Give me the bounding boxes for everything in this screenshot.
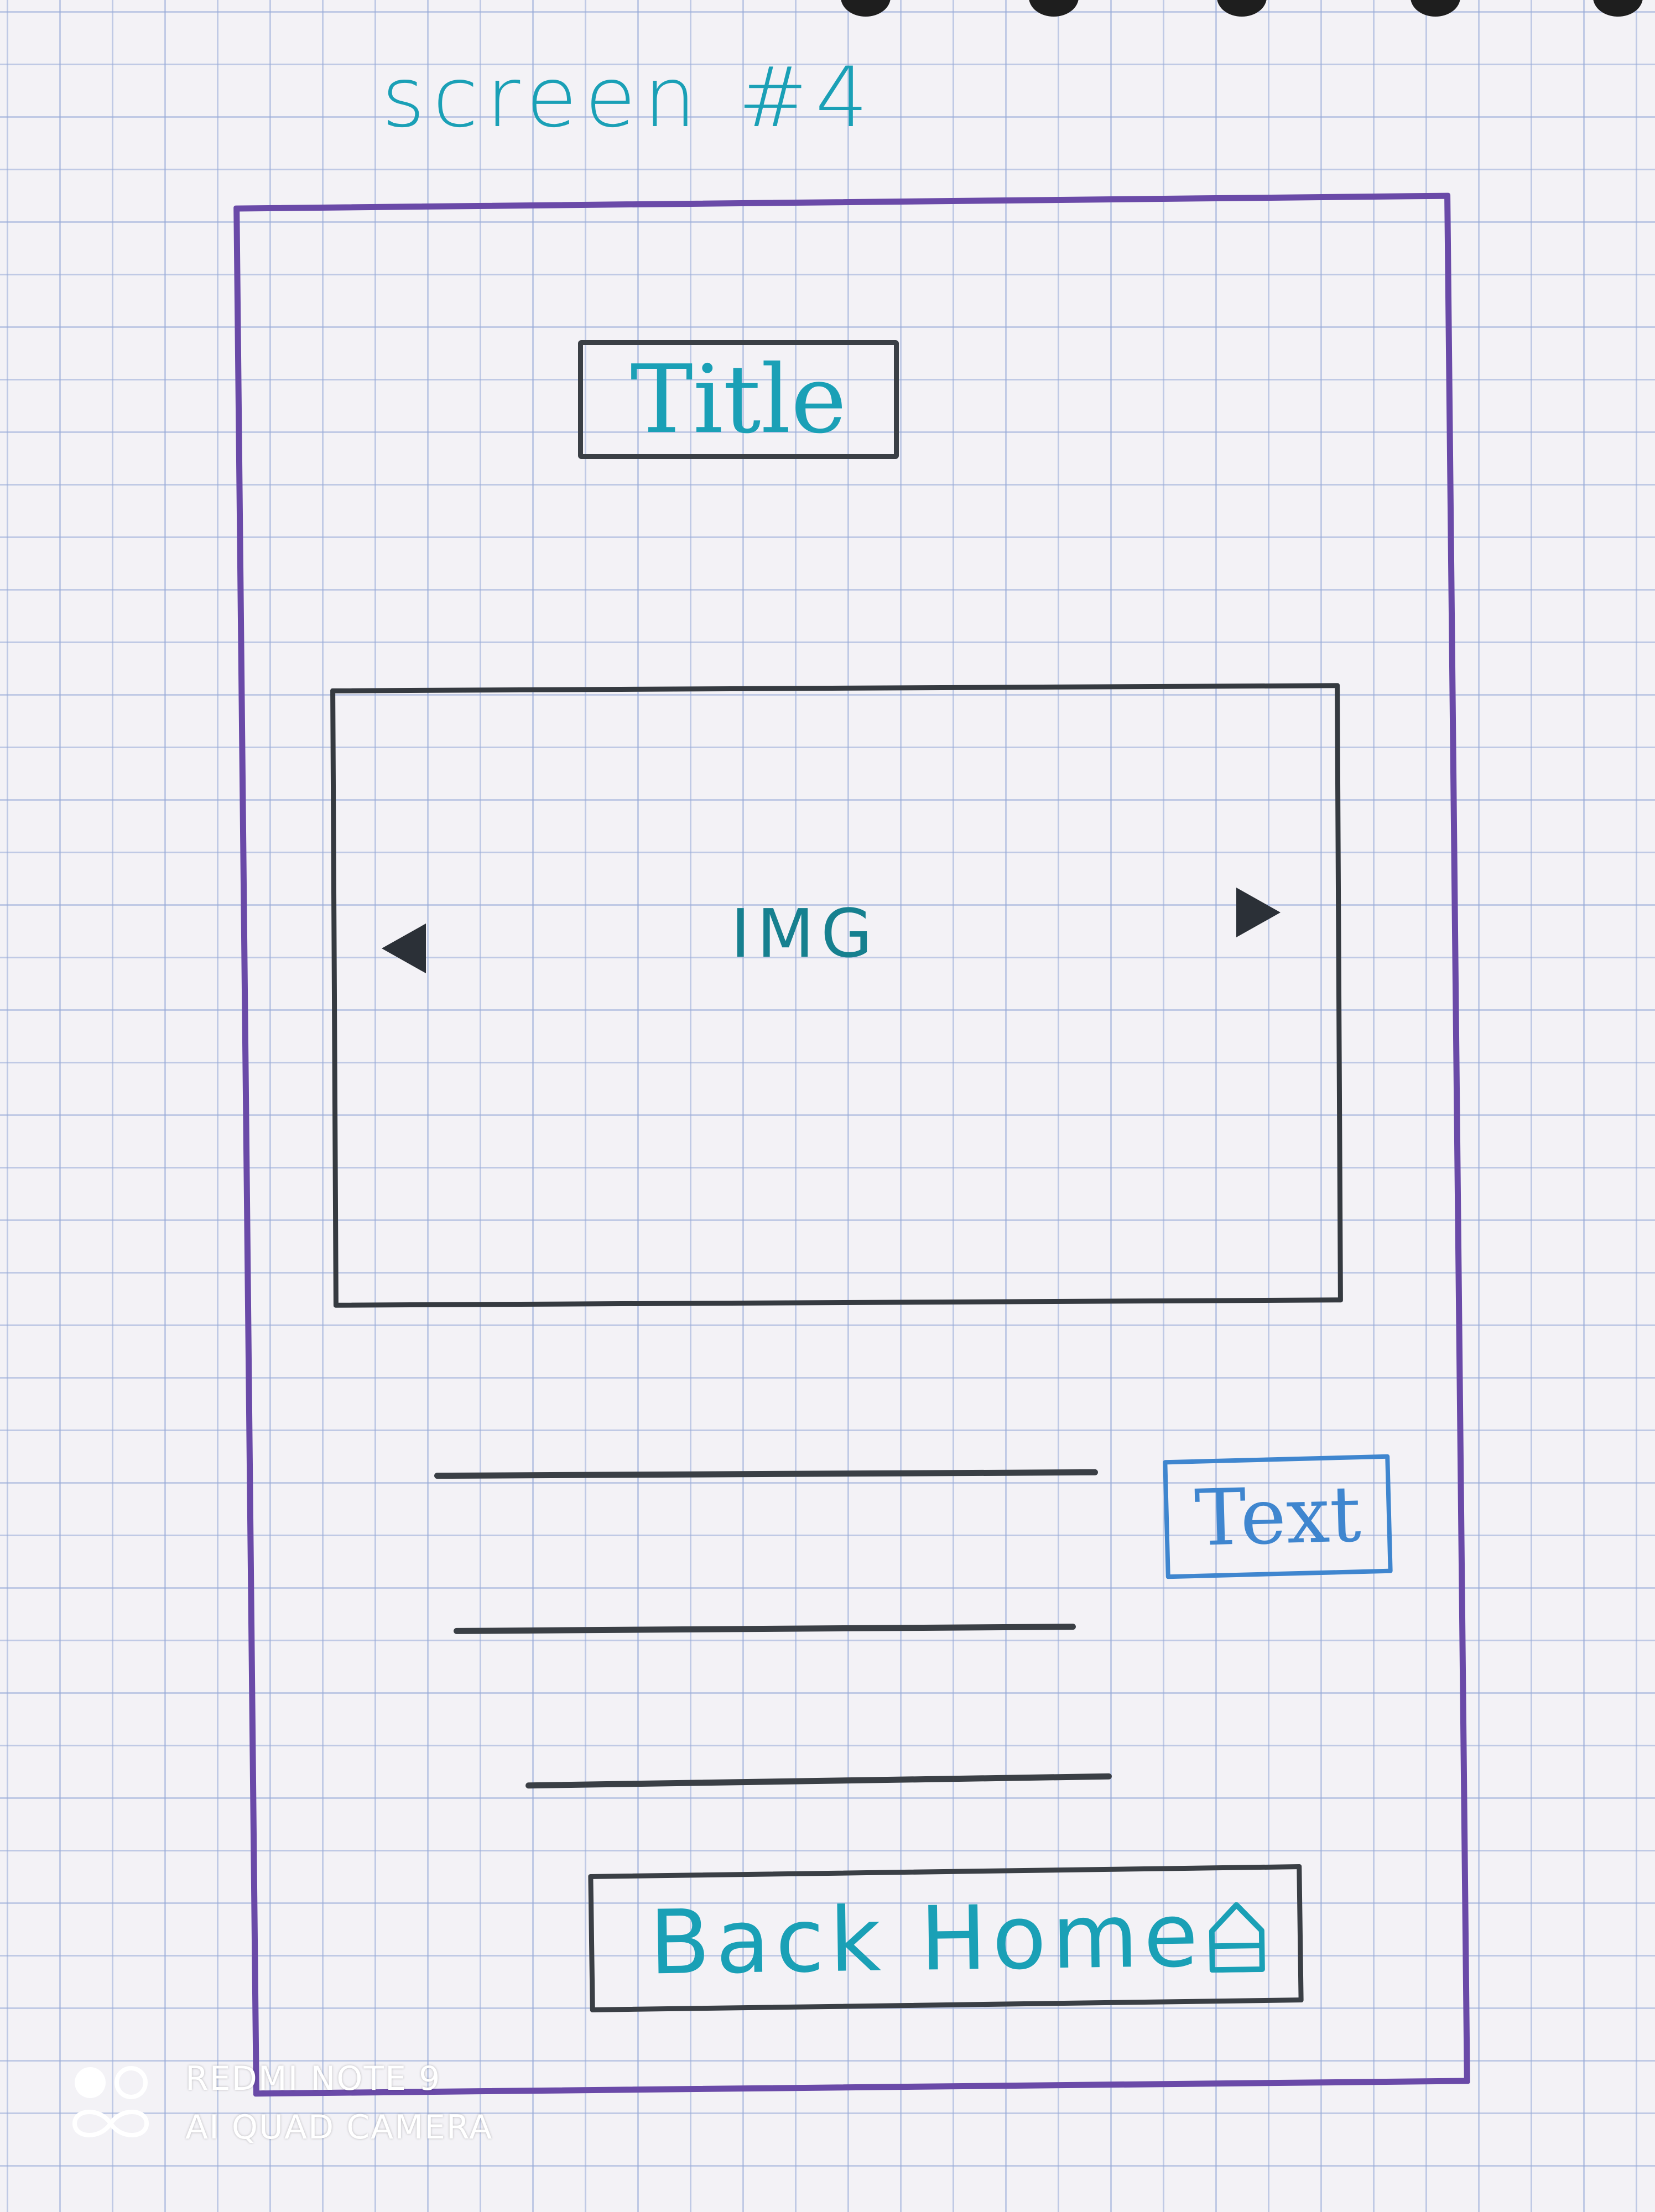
- watermark-line-1: REDMI NOTE 9: [185, 2059, 441, 2098]
- title-placeholder: Title: [578, 340, 899, 459]
- back-home-button[interactable]: Back Home: [588, 1864, 1304, 2012]
- camera-lens-logo: [72, 2066, 149, 2137]
- image-placeholder: [330, 683, 1343, 1308]
- triangle-right-icon[interactable]: [1236, 888, 1281, 937]
- spiral-hole: [1029, 0, 1079, 17]
- watermark-line-2: AI QUAD CAMERA: [185, 2108, 493, 2147]
- text-placeholder: Text: [1163, 1454, 1393, 1579]
- spiral-hole: [841, 0, 891, 17]
- back-home-label: Back Home: [648, 1883, 1205, 1994]
- image-label: IMG: [731, 896, 879, 973]
- text-label: Text: [1193, 1469, 1362, 1564]
- home-icon: [1209, 1902, 1265, 1973]
- title-label: Title: [630, 345, 847, 455]
- spiral-hole: [1411, 0, 1460, 17]
- screen-label: screen #4: [382, 50, 876, 146]
- watermark-text: REDMI NOTE 9 AI QUAD CAMERA: [185, 2054, 493, 2152]
- triangle-left-icon[interactable]: [382, 924, 426, 973]
- camera-watermark: REDMI NOTE 9 AI QUAD CAMERA: [69, 2054, 493, 2152]
- spiral-hole: [1593, 0, 1643, 17]
- spiral-hole: [1217, 0, 1267, 17]
